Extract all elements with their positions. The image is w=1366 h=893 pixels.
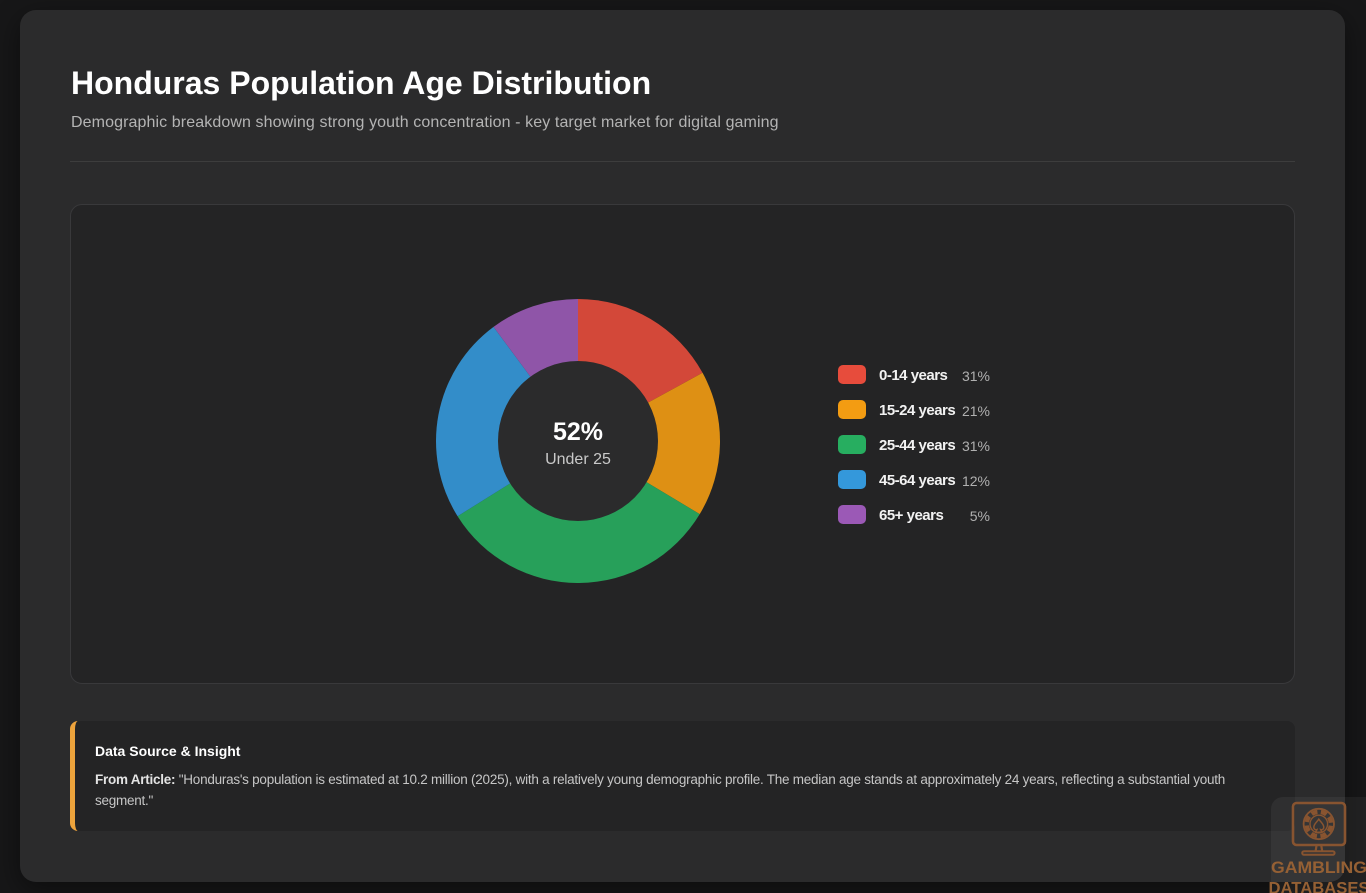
svg-text:GAMBLING: GAMBLING xyxy=(1271,858,1366,877)
svg-text:DATABASES: DATABASES xyxy=(1269,879,1366,893)
